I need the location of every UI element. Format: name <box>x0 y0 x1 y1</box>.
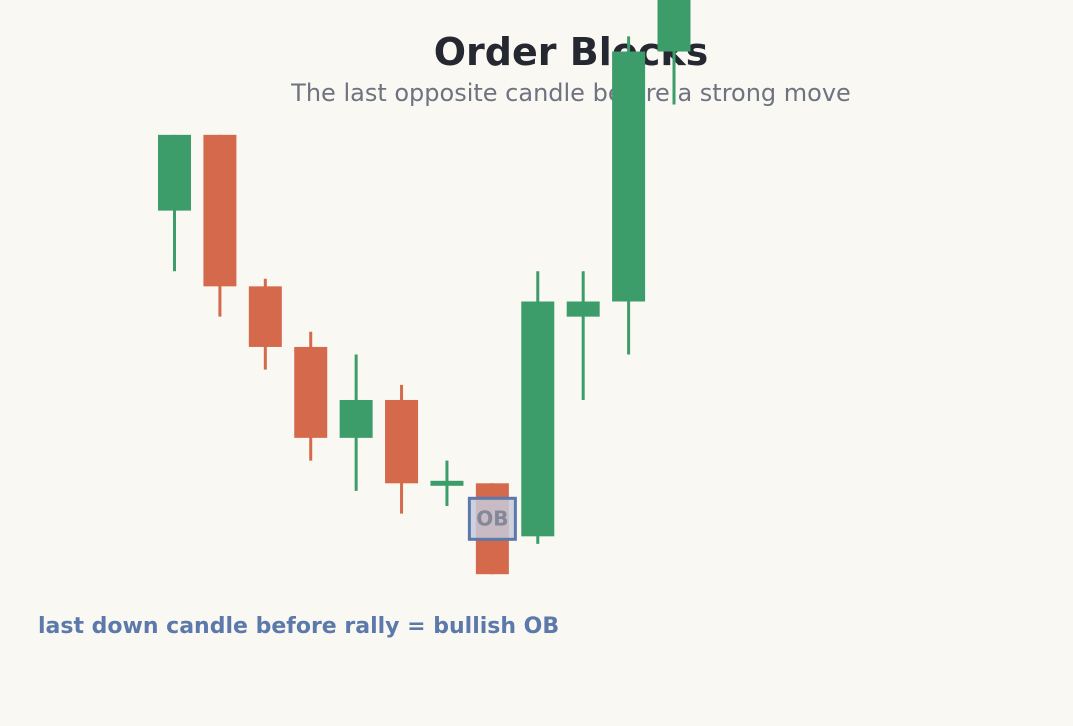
candle-body <box>294 346 328 438</box>
order-block-box <box>467 496 517 541</box>
candle-2 <box>203 134 237 317</box>
candles-layer <box>158 0 691 575</box>
candle-body <box>339 399 373 438</box>
candle-3 <box>248 278 282 370</box>
candle-11 <box>612 36 646 355</box>
candle-body <box>203 134 237 287</box>
candle-body <box>566 301 600 317</box>
candle-body <box>430 480 464 486</box>
candle-4 <box>294 331 328 461</box>
candle-6 <box>385 384 419 514</box>
candle-9 <box>521 271 555 544</box>
candle-10 <box>566 271 600 400</box>
candle-body <box>657 0 691 52</box>
candle-body <box>385 399 419 484</box>
annotation-text: last down candle before rally = bullish … <box>38 614 559 639</box>
order-block-label: OB <box>476 506 508 530</box>
candle-1 <box>158 134 191 272</box>
candle-5 <box>339 354 373 491</box>
order-block-layer: OB <box>467 496 517 541</box>
candle-body <box>158 134 191 211</box>
candle-body <box>248 286 282 347</box>
candle-body <box>612 51 646 302</box>
candle-body <box>521 301 555 537</box>
chart-subtitle: The last opposite candle before a strong… <box>291 79 851 107</box>
candle-7 <box>430 460 464 507</box>
candle-12 <box>657 0 691 105</box>
